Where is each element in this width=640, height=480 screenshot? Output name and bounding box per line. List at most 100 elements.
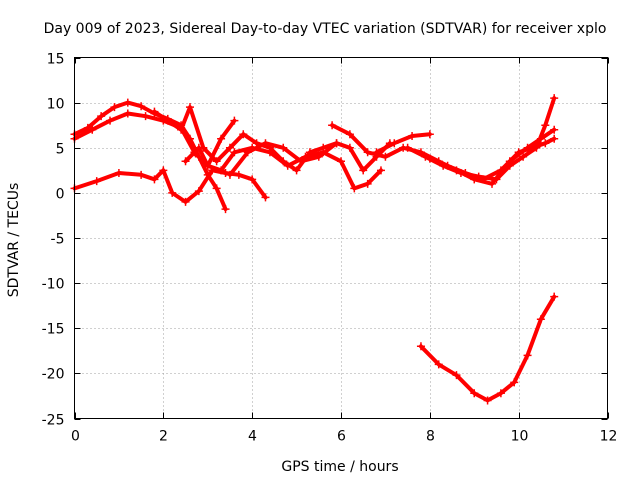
- data-point: [194, 187, 203, 196]
- data-point: [536, 315, 545, 324]
- data-point: [150, 107, 159, 116]
- y-axis-title: SDTVAR / TECUs: [6, 183, 22, 298]
- data-point: [488, 179, 497, 188]
- data-point: [541, 121, 550, 130]
- data-point: [470, 389, 479, 398]
- series-line-sat-11: [418, 294, 557, 403]
- data-point: [496, 389, 505, 398]
- series-line-sat-9: [405, 96, 557, 182]
- data-point: [150, 175, 159, 184]
- data-point: [106, 116, 115, 125]
- data-point: [390, 139, 399, 148]
- y-tick-label: -15: [42, 322, 65, 338]
- data-point: [221, 205, 230, 214]
- data-point: [239, 130, 248, 139]
- data-point: [527, 143, 536, 152]
- data-point: [479, 175, 488, 184]
- data-point: [550, 125, 559, 134]
- data-point: [225, 170, 234, 179]
- data-point: [292, 166, 301, 175]
- data-point: [337, 157, 345, 166]
- data-point: [345, 130, 354, 139]
- x-axis-title: GPS time / hours: [281, 459, 398, 475]
- data-point: [194, 143, 203, 152]
- data-point: [550, 292, 559, 301]
- data-point: [261, 139, 270, 148]
- data-point: [461, 169, 470, 178]
- data-point: [163, 116, 172, 125]
- y-tick-label: -25: [42, 413, 65, 429]
- x-tick-label: 2: [159, 429, 168, 445]
- data-point: [225, 143, 234, 152]
- axis-ticks: 0 2 4 6 8 10 12 -25 -20 -15 -10 -5 0 5 10 15: [42, 52, 618, 445]
- data-point: [221, 169, 230, 178]
- data-point: [283, 161, 292, 170]
- x-tick-label: 6: [337, 429, 346, 445]
- chart-title: Day 009 of 2023, Sidereal Day-to-day VTE…: [44, 21, 607, 37]
- data-point: [92, 177, 101, 186]
- data-point: [261, 193, 270, 202]
- data-point: [230, 116, 239, 125]
- data-point: [123, 98, 132, 107]
- x-tick-label: 8: [426, 429, 435, 445]
- x-tick-label: 10: [511, 429, 529, 445]
- data-point: [492, 175, 501, 184]
- data-point: [110, 103, 119, 112]
- y-tick-label: 10: [47, 97, 65, 113]
- data-point: [452, 371, 461, 380]
- data-point: [345, 143, 354, 152]
- data-point: [496, 166, 505, 175]
- data-point: [279, 143, 288, 152]
- data-point: [230, 148, 239, 157]
- data-point: [212, 184, 221, 193]
- data-point: [203, 161, 212, 170]
- data-point: [483, 396, 492, 405]
- data-point: [425, 130, 434, 139]
- data-point: [363, 148, 372, 157]
- data-point: [243, 148, 252, 157]
- data-point: [376, 166, 385, 175]
- data-point: [168, 188, 177, 197]
- series-line-sat-10: [427, 136, 557, 182]
- data-point: [541, 139, 550, 148]
- data-point: [359, 166, 368, 175]
- data-point: [137, 170, 146, 179]
- data-point: [185, 103, 194, 112]
- data-point: [212, 157, 221, 166]
- data-point: [181, 157, 190, 166]
- series-group: [70, 94, 559, 405]
- data-point: [519, 152, 528, 161]
- data-point: [177, 125, 186, 134]
- y-tick-label: 15: [47, 52, 65, 68]
- data-point: [421, 152, 430, 161]
- data-point: [123, 109, 132, 118]
- data-point: [416, 342, 425, 351]
- x-tick-label: 12: [600, 429, 618, 445]
- data-point: [234, 170, 243, 179]
- data-point: [372, 148, 381, 157]
- x-tick-label: 0: [71, 429, 80, 445]
- data-point: [297, 157, 306, 166]
- data-point: [434, 360, 443, 369]
- data-point: [217, 134, 226, 143]
- data-point: [443, 161, 452, 170]
- data-point: [265, 148, 274, 157]
- series-line-sat-8: [374, 132, 432, 155]
- series-line-sat-2: [72, 111, 237, 168]
- data-point: [408, 132, 417, 141]
- data-point: [550, 134, 559, 143]
- data-point: [248, 175, 257, 184]
- data-point: [97, 112, 106, 121]
- data-point: [514, 148, 523, 157]
- data-point: [381, 152, 390, 161]
- data-point: [217, 166, 226, 175]
- y-tick-label: -10: [42, 277, 65, 293]
- data-point: [137, 102, 146, 111]
- y-tick-label: -20: [42, 367, 65, 383]
- data-point: [114, 169, 123, 178]
- data-point: [328, 121, 337, 130]
- data-point: [88, 125, 97, 134]
- data-point: [550, 94, 559, 103]
- y-tick-label: 5: [56, 142, 65, 158]
